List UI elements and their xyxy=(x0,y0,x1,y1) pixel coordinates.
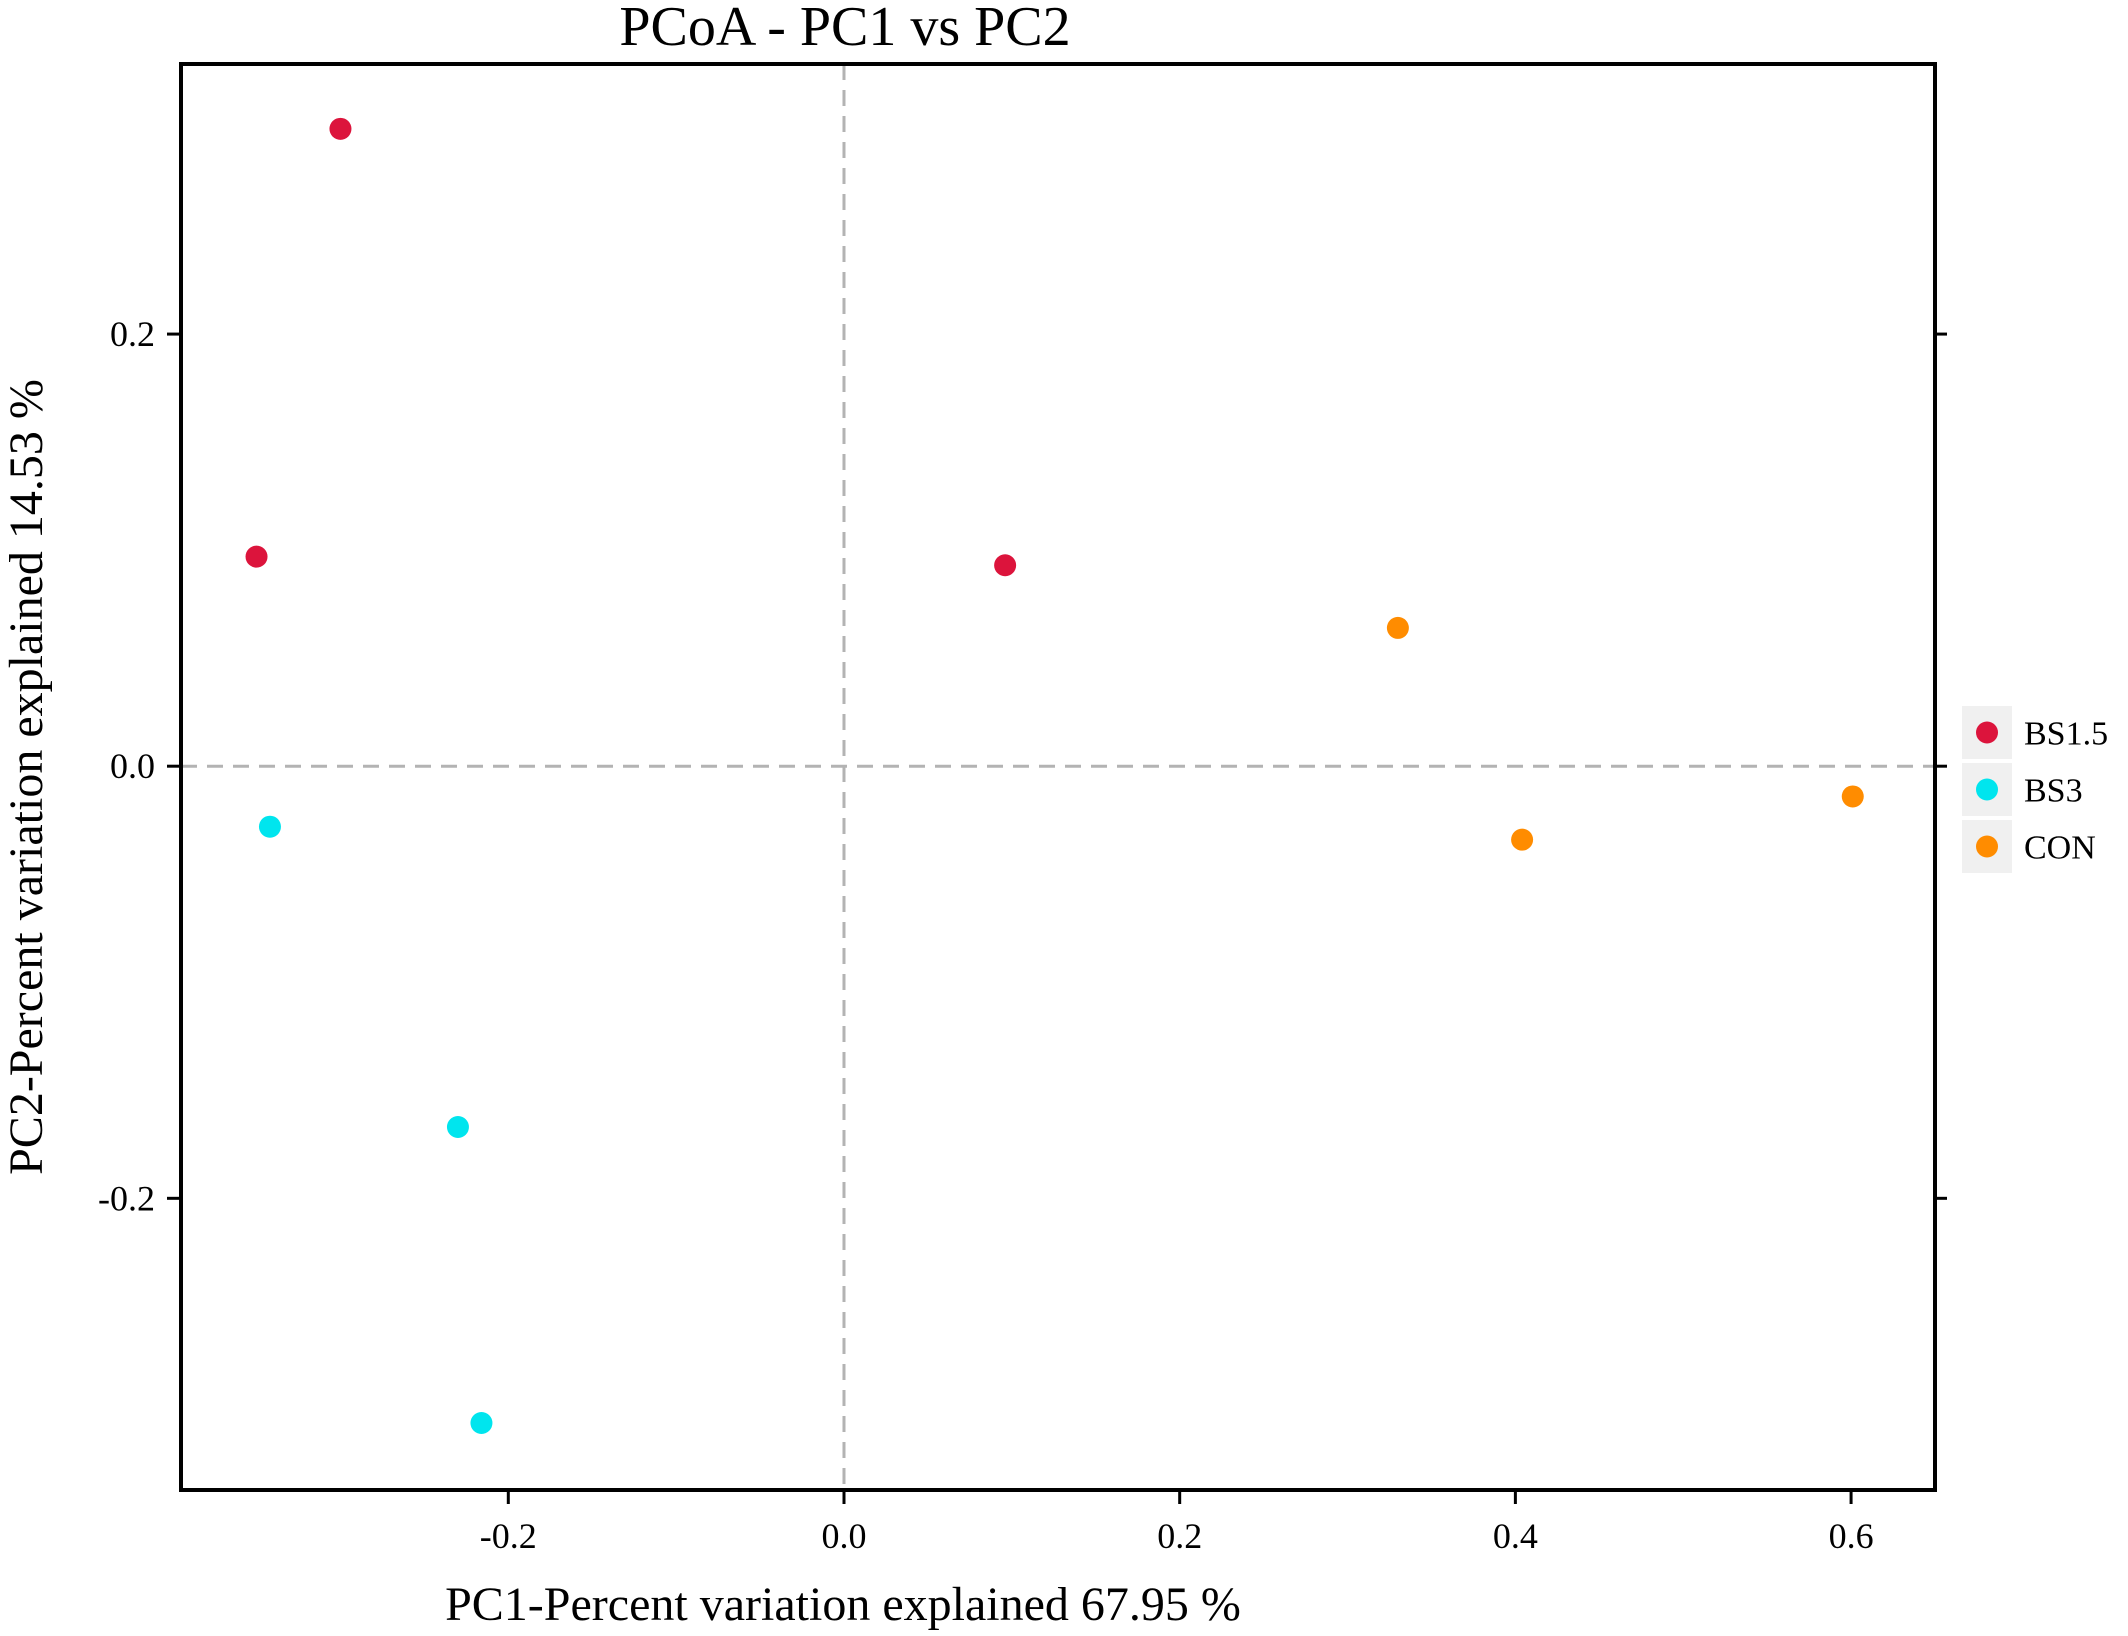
point-bs3-2 xyxy=(446,1116,469,1139)
y-axis-label: PC2-Percent variation explained 14.53 % xyxy=(0,379,53,1175)
y-tick-label: 0.0 xyxy=(110,746,155,786)
x-tick-label: 0.4 xyxy=(1493,1516,1538,1556)
legend-label-con: CON xyxy=(2024,830,2096,867)
chart-title: PCoA - PC1 vs PC2 xyxy=(619,0,1070,58)
legend-label-bs1-5: BS1.5 xyxy=(2024,716,2108,753)
reference-lines xyxy=(181,64,1935,1490)
data-points xyxy=(245,117,1864,1435)
point-bs1-5-2 xyxy=(245,545,268,568)
point-bs3-1 xyxy=(258,815,281,838)
x-tick-label: 0.6 xyxy=(1829,1516,1874,1556)
point-bs3-3 xyxy=(470,1412,493,1435)
point-con-2 xyxy=(1511,828,1534,851)
x-tick-label: 0.2 xyxy=(1157,1516,1202,1556)
x-tick-label: -0.2 xyxy=(480,1516,537,1556)
point-con-3 xyxy=(1841,785,1864,808)
y-tick-label: -0.2 xyxy=(98,1178,155,1218)
point-con-1 xyxy=(1386,616,1409,639)
x-axis-label: PC1-Percent variation explained 67.95 % xyxy=(445,1578,1241,1631)
y-axis-ticks: -0.2 0.0 0.2 xyxy=(98,314,1947,1218)
legend-marker-con xyxy=(1976,835,1998,858)
plot-frame xyxy=(179,62,1937,1492)
legend-label-bs3: BS3 xyxy=(2024,773,2083,810)
x-tick-label: 0.0 xyxy=(821,1516,866,1556)
legend-marker-bs3 xyxy=(1976,778,1998,801)
x-axis-ticks: -0.2 0.0 0.2 0.4 0.6 xyxy=(480,1490,1874,1556)
point-bs1-5-1 xyxy=(329,117,352,140)
legend-marker-bs1-5 xyxy=(1976,721,1998,744)
y-tick-label: 0.2 xyxy=(110,314,155,354)
point-bs1-5-3 xyxy=(994,554,1017,577)
legend: BS1.5 BS3 CON xyxy=(1962,706,2108,873)
